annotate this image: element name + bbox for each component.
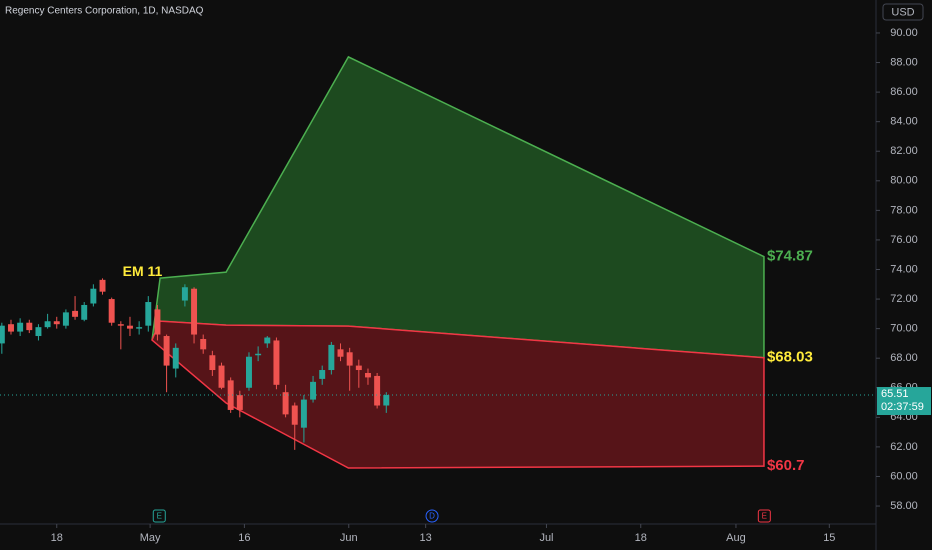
candle-body — [108, 299, 115, 323]
y-tick-label: 78.00 — [890, 204, 918, 216]
y-tick-label: 70.00 — [890, 323, 918, 335]
candle-body — [273, 340, 280, 385]
level-label: $74.87 — [767, 248, 813, 265]
x-tick-label: Jun — [340, 532, 358, 544]
x-tick-label: Jul — [539, 532, 553, 544]
level-label: $60.7 — [767, 457, 805, 474]
candle-body — [81, 304, 88, 320]
candle-body — [181, 287, 188, 301]
candle-body — [282, 392, 289, 415]
candle-body — [355, 365, 362, 371]
expected-move-zone — [151, 320, 765, 469]
x-tick-label: May — [140, 532, 161, 544]
candle-body — [383, 395, 390, 406]
candle-body — [154, 309, 161, 335]
candle-body — [72, 310, 79, 317]
candle-body — [90, 288, 97, 304]
candle-body — [62, 312, 69, 326]
candle-body — [218, 365, 225, 388]
x-tick-label: Aug — [726, 532, 746, 544]
event-marker — [152, 509, 166, 523]
candle-body — [291, 405, 298, 425]
last-price-badge — [877, 387, 931, 416]
candle-body — [136, 327, 143, 329]
y-tick-label: 88.00 — [890, 56, 918, 68]
candle-body — [264, 337, 271, 344]
candle-body — [26, 322, 33, 331]
y-tick-label: 68.00 — [890, 352, 918, 364]
candle-body — [255, 353, 262, 356]
y-tick-label: 62.00 — [890, 441, 918, 453]
candle-body — [200, 338, 207, 350]
candle-body — [374, 375, 381, 406]
candle-body — [145, 302, 152, 326]
candle-body — [17, 322, 24, 332]
x-tick-label: 15 — [823, 532, 835, 544]
candle-body — [0, 325, 5, 344]
x-tick-label: 18 — [635, 532, 647, 544]
candle-body — [172, 347, 179, 369]
candle-body — [310, 381, 317, 400]
candle-body — [319, 370, 326, 379]
candle-body — [346, 352, 353, 366]
y-tick-label: 58.00 — [890, 500, 918, 512]
currency: USD — [891, 6, 914, 18]
candle-body — [191, 288, 198, 335]
plot — [0, 55, 876, 469]
candle-body — [117, 324, 124, 326]
event-label: E — [157, 512, 162, 521]
last-price-label: 65.51 — [881, 388, 909, 400]
candle-body — [236, 395, 243, 410]
y-tick-label: 86.00 — [890, 86, 918, 98]
candle-body — [99, 279, 106, 292]
y-tick-label: 90.00 — [890, 27, 918, 39]
candle-body — [209, 355, 216, 371]
candle-body — [8, 324, 14, 332]
y-tick-label: 60.00 — [890, 470, 918, 482]
candle-body — [127, 325, 133, 329]
event-marker — [757, 509, 771, 523]
x-tick-label: 16 — [238, 532, 250, 544]
candle-body — [337, 349, 344, 357]
candle-body — [246, 356, 252, 388]
x-tick-label: 13 — [420, 532, 432, 544]
candle-body — [365, 372, 371, 378]
candle-body — [227, 380, 234, 410]
candle-body — [163, 336, 170, 366]
event-marker — [425, 509, 439, 523]
y-tick-label: 82.00 — [890, 145, 918, 157]
level-label: $68.03 — [767, 349, 813, 366]
candle-body — [300, 399, 307, 428]
candle-body — [35, 327, 42, 337]
y-tick-label: 72.00 — [890, 293, 918, 305]
candle-body — [53, 321, 60, 325]
y-tick-label: 74.00 — [890, 263, 918, 275]
event-label: D — [429, 512, 435, 521]
y-tick-label: 84.00 — [890, 116, 918, 128]
annotation: EM 11 — [123, 263, 163, 279]
candle-body — [44, 321, 51, 328]
y-tick-label: 80.00 — [890, 175, 918, 187]
y-tick-label: 76.00 — [890, 234, 918, 246]
chart-title: Regency Centers Corporation, 1D, NASDAQ — [5, 6, 204, 17]
x-tick-label: 18 — [51, 532, 63, 544]
countdown: 02:37:59 — [881, 401, 924, 413]
currency-badge[interactable] — [882, 3, 924, 21]
event-label: E — [762, 512, 767, 521]
candle-body — [328, 344, 335, 371]
